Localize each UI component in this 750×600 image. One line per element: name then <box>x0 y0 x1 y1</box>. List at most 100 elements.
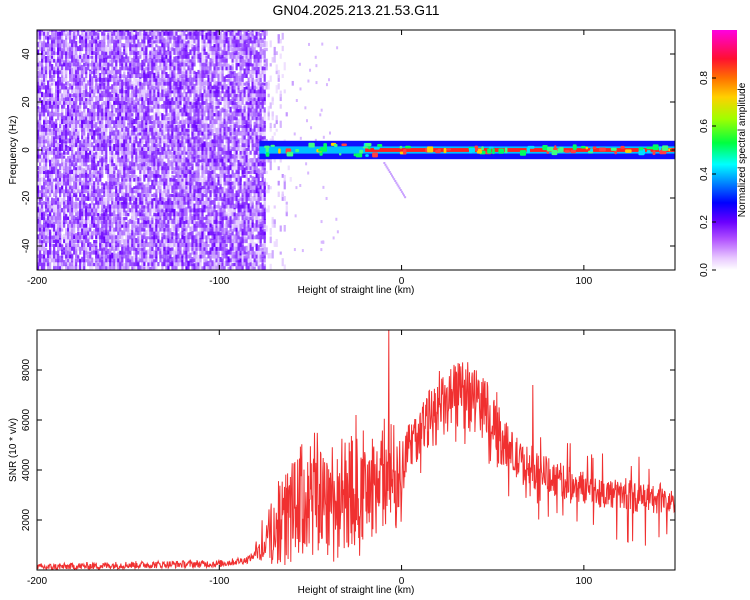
heatmap-cell-2774 <box>139 30 142 36</box>
heatmap-cell-4765 <box>213 90 216 94</box>
heatmap-cell-4764 <box>213 90 216 98</box>
heatmap-cell-248 <box>45 123 48 128</box>
heatmap-cell-1412 <box>89 95 92 102</box>
heatmap-cell-1985 <box>111 185 114 190</box>
heatmap-cell-876 <box>69 110 72 117</box>
heatmap-cell-4428 <box>201 142 204 151</box>
heatmap-cell-2299 <box>123 239 126 247</box>
heatmap-cell-2382 <box>125 108 128 113</box>
heatmap-cell-356 <box>49 111 52 117</box>
heatmap-cell-3866 <box>181 235 184 240</box>
heatmap-cell-2620 <box>135 230 138 236</box>
heatmap-cell-2654 <box>135 85 138 94</box>
heatmap-cell-349 <box>49 140 52 148</box>
heatmap-cell-3087 <box>151 75 154 82</box>
heatmap-cell-2605 <box>133 55 136 63</box>
heatmap-cell-237 <box>45 166 48 174</box>
heatmap-cell-2180 <box>117 35 120 40</box>
heatmap-cell-624 <box>59 59 62 67</box>
heatmap-cell-1303 <box>85 117 88 125</box>
heatmap-cell-4967 <box>221 166 224 174</box>
heatmap-cell-3222 <box>157 204 160 209</box>
heatmap-cell-2855 <box>143 161 146 167</box>
heatmap-cell-4690 <box>211 176 214 182</box>
heatmap-cell-290 <box>47 176 50 182</box>
heatmap-cell-1555 <box>95 192 98 198</box>
heatmap-cell-2991 <box>147 43 150 48</box>
heatmap-cell-3388 <box>163 161 166 167</box>
heatmap-cell-1699 <box>99 40 102 44</box>
heatmap-cell-2107 <box>115 107 118 113</box>
heatmap-cell-3694 <box>175 251 178 259</box>
heatmap-cell-136 <box>41 150 44 155</box>
heatmap-cell-3348 <box>161 78 164 86</box>
heatmap-cell-4272 <box>195 141 198 148</box>
heatmap-cell-812 <box>67 156 70 163</box>
heatmap-cell-3700 <box>175 227 178 236</box>
heatmap-cell-2535 <box>131 136 134 144</box>
heatmap-cell-3420 <box>165 265 168 270</box>
heatmap-cell-3861 <box>181 255 184 263</box>
heatmap-cell-172 <box>43 223 46 228</box>
heatmap-cell-2358 <box>125 216 128 221</box>
heatmap-cell-4811 <box>215 135 218 140</box>
heatmap-cell-3636 <box>173 265 176 270</box>
heatmap-cell-1745 <box>101 73 104 78</box>
heatmap-cell-4399 <box>199 58 202 63</box>
heatmap-cell-1632 <box>97 95 100 102</box>
heatmap-cell-4178 <box>191 77 194 86</box>
heatmap-cell-603 <box>59 175 62 182</box>
heatmap-cell-4375 <box>199 175 202 182</box>
heatmap-cell-1225 <box>83 233 86 240</box>
heatmap-cell-3455 <box>165 105 168 113</box>
heatmap-cell-3611 <box>171 128 174 136</box>
heatmap-cell-2586 <box>133 149 136 155</box>
heatmap-cell-852 <box>69 215 72 221</box>
heatmap-cell-2941 <box>147 266 150 270</box>
heatmap-cell-2811 <box>141 114 144 121</box>
heatmap-cell-4678 <box>211 239 214 244</box>
heatmap-cell-1333 <box>87 230 90 236</box>
heatmap-cell-420 <box>51 47 54 52</box>
heatmap-cell-4620 <box>209 238 212 244</box>
heatmap-cell-3844 <box>179 80 182 86</box>
heatmap-cell-3724 <box>175 124 178 132</box>
heatmap-cell-4752 <box>213 145 216 151</box>
heatmap-cell-3347 <box>161 85 164 90</box>
heatmap-cell-1238 <box>83 173 86 178</box>
heatmap-cell-699 <box>63 189 66 194</box>
heatmap-cell-1115 <box>79 233 82 240</box>
heatmap-cell-2300 <box>123 230 126 236</box>
heatmap-cell-3772 <box>177 146 180 151</box>
heatmap-cell-3442 <box>165 166 168 174</box>
heatmap-cell-4081 <box>187 32 190 36</box>
heatmap-cell-726 <box>63 57 66 63</box>
heatmap-cell-1959 <box>109 59 112 63</box>
heatmap-cell-2739 <box>139 188 142 194</box>
heatmap-cell-3058 <box>151 215 154 221</box>
heatmap-cell-1248 <box>83 131 86 136</box>
heatmap-cell-1207 <box>81 70 84 78</box>
heatmap-cell-493 <box>55 196 58 201</box>
heatmap-cell-845 <box>69 240 72 247</box>
heatmap-cell-4456 <box>201 30 204 32</box>
heatmap-cell-3917 <box>183 256 186 263</box>
heatmap-cell-684 <box>63 260 66 267</box>
heatmap-cell-2907 <box>145 187 148 194</box>
heatmap-cell-2584 <box>133 162 136 167</box>
heatmap-cell-475 <box>53 30 56 36</box>
heatmap-cell-1732 <box>101 131 104 136</box>
heatmap-cell-2264 <box>121 155 124 159</box>
heatmap-cell-279 <box>47 223 50 228</box>
heatmap-cell-1189 <box>81 149 84 155</box>
heatmap-cell-2146 <box>117 186 120 194</box>
heatmap-cell-4398 <box>199 61 202 67</box>
heatmap-cell-3093 <box>151 53 154 59</box>
heatmap-cell-3321 <box>161 214 164 221</box>
heatmap-cell-3815 <box>179 202 182 209</box>
heatmap-cell-1892 <box>107 117 110 125</box>
heatmap-cell-367 <box>49 61 52 67</box>
heatmap-cell-3707 <box>175 195 178 201</box>
heatmap-cell-4495 <box>203 86 206 90</box>
heatmap-cell-3208 <box>155 30 158 32</box>
